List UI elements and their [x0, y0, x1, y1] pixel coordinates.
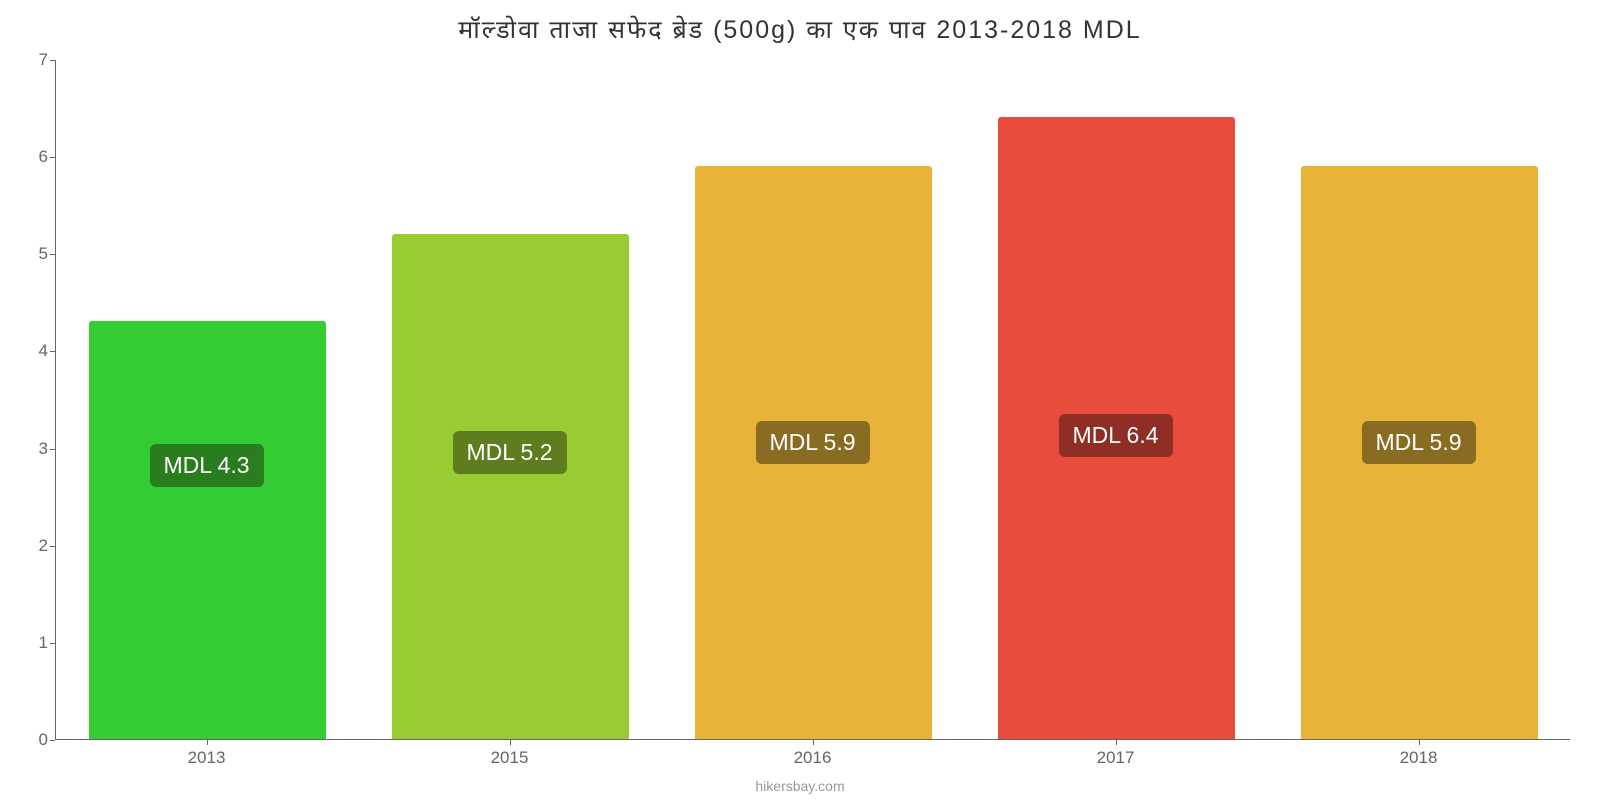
bar-label: MDL 5.2 [452, 431, 566, 474]
attribution: hikersbay.com [0, 778, 1600, 794]
bar-label: MDL 6.4 [1058, 414, 1172, 457]
x-tick-label: 2016 [794, 748, 832, 768]
y-tick-label: 4 [39, 341, 48, 361]
x-tick-mark [510, 740, 511, 745]
chart-container: मॉल्डोवा ताजा सफेद ब्रेड (500g) का एक पा… [0, 0, 1600, 800]
y-tick-mark [50, 449, 55, 450]
y-tick-mark [50, 60, 55, 61]
y-tick-label: 2 [39, 536, 48, 556]
y-tick-mark [50, 643, 55, 644]
y-tick-label: 0 [39, 730, 48, 750]
y-tick-label: 7 [39, 50, 48, 70]
x-tick-mark [813, 740, 814, 745]
bar [89, 321, 325, 739]
bar-label: MDL 4.3 [149, 444, 263, 487]
bar-label: MDL 5.9 [1361, 421, 1475, 464]
y-tick-mark [50, 254, 55, 255]
x-tick-mark [1116, 740, 1117, 745]
x-tick-mark [1419, 740, 1420, 745]
bar-label: MDL 5.9 [755, 421, 869, 464]
x-tick-label: 2013 [188, 748, 226, 768]
y-tick-label: 5 [39, 244, 48, 264]
y-tick-label: 1 [39, 633, 48, 653]
y-tick-mark [50, 351, 55, 352]
y-tick-label: 3 [39, 439, 48, 459]
y-tick-mark [50, 546, 55, 547]
bar [392, 234, 628, 739]
x-tick-mark [207, 740, 208, 745]
y-tick-mark [50, 740, 55, 741]
x-tick-label: 2015 [491, 748, 529, 768]
plot-area [55, 60, 1570, 740]
y-tick-label: 6 [39, 147, 48, 167]
chart-title: मॉल्डोवा ताजा सफेद ब्रेड (500g) का एक पा… [0, 12, 1600, 46]
x-tick-label: 2018 [1400, 748, 1438, 768]
y-tick-mark [50, 157, 55, 158]
x-tick-label: 2017 [1097, 748, 1135, 768]
